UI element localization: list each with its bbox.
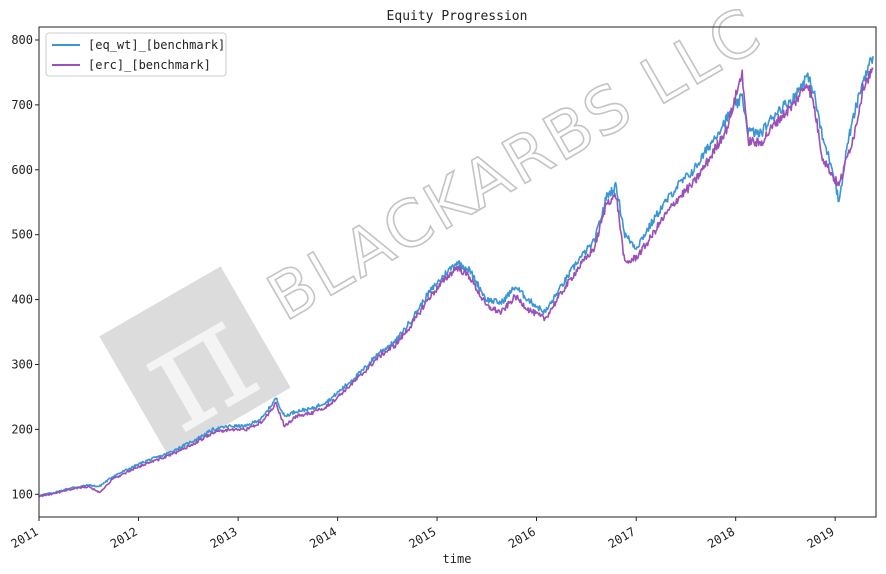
x-tick-label: 2018 <box>705 524 737 551</box>
x-tick-label: 2017 <box>606 524 638 551</box>
legend-label-eq-wt: [eq_wt]_[benchmark] <box>88 38 225 52</box>
x-tick-label: 2014 <box>307 524 339 551</box>
chart-title: Equity Progression <box>387 9 528 24</box>
y-tick-label: 300 <box>11 357 33 371</box>
y-tick-label: 800 <box>11 33 33 47</box>
y-tick-label: 400 <box>11 293 33 307</box>
series-line-erc <box>38 67 874 498</box>
x-axis: 2011 2012 2013 2014 2015 2016 2017 2018 2019 <box>8 517 837 551</box>
x-tick-label: 2019 <box>805 524 837 551</box>
legend-label-erc: [erc]_[benchmark] <box>88 58 211 72</box>
plot-frame <box>38 26 877 518</box>
y-tick-label: 500 <box>11 228 33 242</box>
y-tick-label: 200 <box>11 422 33 436</box>
legend: [eq_wt]_[benchmark] [erc]_[benchmark] <box>45 32 227 77</box>
y-tick-label: 600 <box>11 163 33 177</box>
x-tick-label: 2013 <box>208 524 240 551</box>
x-tick-label: 2012 <box>108 524 140 551</box>
x-tick-label: 2016 <box>506 524 538 551</box>
y-tick-label: 700 <box>11 98 33 112</box>
watermark-logo-box <box>99 266 291 458</box>
x-axis-label: time <box>443 552 472 566</box>
x-tick-label: 2015 <box>407 524 439 551</box>
series-layer <box>38 56 874 498</box>
y-axis: 100 200 300 400 500 600 700 800 <box>11 33 39 501</box>
x-tick-label: 2011 <box>8 524 40 551</box>
legend-box <box>45 32 227 77</box>
y-tick-label: 100 <box>11 487 33 501</box>
